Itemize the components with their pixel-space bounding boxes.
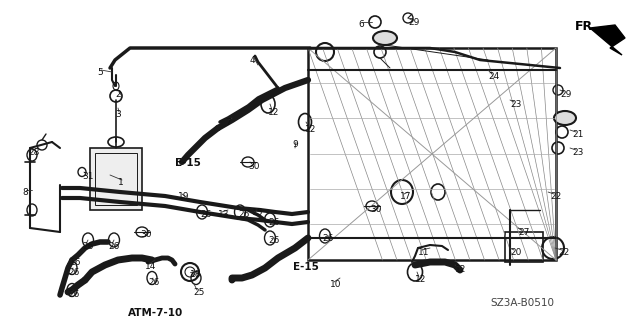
Text: 13: 13 — [218, 210, 230, 219]
Text: 22: 22 — [550, 192, 561, 201]
Text: 12: 12 — [305, 125, 316, 134]
Text: 3: 3 — [115, 110, 121, 119]
Text: E-15: E-15 — [175, 158, 201, 168]
Text: 6: 6 — [358, 20, 364, 29]
Text: 26: 26 — [68, 290, 79, 299]
Text: 10: 10 — [330, 280, 342, 289]
Text: 21: 21 — [572, 130, 584, 139]
Text: 30: 30 — [140, 230, 152, 239]
Text: 25: 25 — [193, 288, 204, 297]
Text: 22: 22 — [558, 248, 569, 257]
Text: 26: 26 — [68, 268, 79, 277]
Text: 26: 26 — [200, 210, 211, 219]
Text: 4: 4 — [250, 56, 255, 65]
Text: SZ3A-B0510: SZ3A-B0510 — [490, 298, 554, 308]
Bar — [95, 153, 137, 205]
Text: 30: 30 — [248, 162, 259, 171]
Text: 20: 20 — [510, 248, 522, 257]
Text: 2: 2 — [115, 90, 120, 99]
Text: 26: 26 — [82, 242, 93, 251]
Text: 30: 30 — [370, 205, 381, 214]
Polygon shape — [590, 25, 625, 55]
Text: 26: 26 — [268, 236, 280, 245]
Text: 27: 27 — [518, 228, 529, 237]
Text: 12: 12 — [268, 108, 280, 117]
Text: 29: 29 — [560, 90, 572, 99]
Text: 26: 26 — [148, 278, 159, 287]
Text: 24: 24 — [488, 72, 499, 81]
Text: 8: 8 — [22, 188, 28, 197]
Bar — [90, 148, 142, 210]
Ellipse shape — [373, 31, 397, 45]
Text: 1: 1 — [118, 178, 124, 187]
Text: 9: 9 — [292, 140, 298, 149]
Text: 23: 23 — [510, 100, 522, 109]
Text: 12: 12 — [415, 275, 426, 284]
Text: 11: 11 — [418, 248, 429, 257]
Text: 5: 5 — [97, 68, 103, 77]
Text: 31: 31 — [82, 172, 93, 181]
Text: ATM-7-10: ATM-7-10 — [128, 308, 183, 318]
Text: 15: 15 — [252, 208, 264, 217]
Text: 28: 28 — [28, 148, 40, 157]
Text: 14: 14 — [145, 262, 156, 271]
Text: 19: 19 — [178, 192, 189, 201]
Text: 7: 7 — [225, 118, 231, 127]
Text: 29: 29 — [408, 18, 419, 27]
Ellipse shape — [554, 111, 576, 125]
Text: 23: 23 — [572, 148, 584, 157]
Text: FR.: FR. — [575, 20, 598, 33]
Text: E-15: E-15 — [293, 262, 319, 272]
Bar — [308, 48, 556, 260]
Text: 18: 18 — [190, 270, 202, 279]
Text: 26: 26 — [322, 234, 333, 243]
Text: 26: 26 — [238, 210, 250, 219]
Bar — [505, 232, 543, 262]
Text: 16: 16 — [70, 258, 81, 267]
Text: 26: 26 — [268, 218, 280, 227]
Text: 17: 17 — [400, 192, 412, 201]
Text: 12: 12 — [455, 265, 467, 274]
Text: 26: 26 — [108, 242, 120, 251]
